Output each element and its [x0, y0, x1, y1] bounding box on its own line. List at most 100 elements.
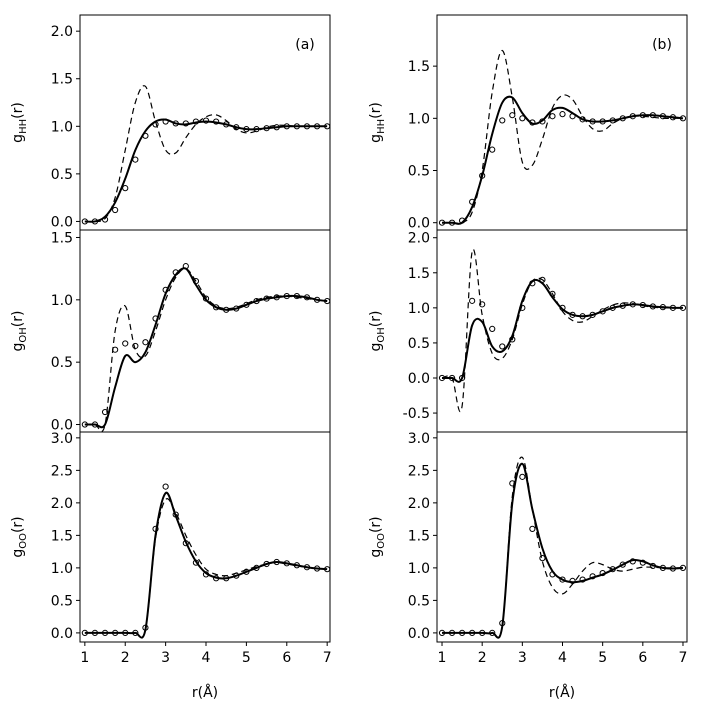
y-tick-label: 1.5 [51, 230, 73, 246]
data-line [442, 456, 683, 639]
y-label-main: g [368, 549, 384, 558]
data-point [639, 559, 646, 566]
data-point [81, 218, 88, 225]
data-point [469, 629, 476, 636]
y-label-main: g [10, 549, 26, 558]
data-point [499, 343, 506, 350]
y-axis-label: gOO(r) [10, 516, 29, 557]
y-tick-label: 2.5 [408, 463, 430, 479]
data-point [609, 117, 616, 124]
y-tick-label: 0.5 [51, 355, 73, 371]
y-tick-label: 3.0 [408, 431, 430, 447]
x-tick-label: 6 [282, 650, 291, 666]
data-point [479, 301, 486, 308]
plot-frame [436, 14, 688, 231]
data-point [172, 120, 179, 127]
y-tick-label: 1.0 [51, 119, 73, 135]
data-point [243, 301, 250, 308]
data-point [569, 311, 576, 318]
data-point [659, 113, 667, 120]
data-point [122, 629, 129, 636]
x-tick-label: 1 [80, 650, 89, 666]
data-point [202, 571, 210, 578]
data-point [599, 569, 606, 577]
data-point [539, 555, 546, 562]
data-point [579, 313, 586, 320]
data-point [619, 115, 626, 122]
y-tick-label: 1.0 [51, 561, 73, 577]
y-label-tail: (r) [10, 516, 26, 533]
y-tick-label: 1.5 [408, 59, 430, 75]
data-line [84, 498, 328, 639]
data-point [283, 292, 290, 300]
data-point [649, 303, 656, 310]
y-tick-label: 2.0 [408, 496, 430, 512]
y-tick-label: 1.5 [51, 528, 73, 544]
data-point [539, 118, 546, 125]
data-point [589, 118, 596, 125]
data-point [162, 286, 169, 293]
data-point [132, 342, 139, 350]
data-point [313, 296, 321, 303]
data-point [223, 575, 230, 582]
data-point [489, 629, 496, 636]
data-point [559, 111, 566, 118]
data-point [182, 120, 189, 127]
y-label-tail: (r) [10, 102, 26, 119]
data-point [112, 629, 119, 636]
data-point [619, 561, 626, 568]
data-point [192, 559, 200, 566]
data-point [223, 121, 230, 128]
data-point [519, 473, 526, 480]
data-point [253, 297, 260, 305]
y-tick-label: 0.5 [408, 336, 430, 352]
y-label-subscript: OO [376, 533, 387, 549]
y-tick-label: 1.0 [408, 111, 430, 127]
data-point [519, 304, 526, 311]
y-axis-label: gHH(r) [10, 102, 29, 143]
y-tick-label: 1.0 [408, 561, 430, 577]
data-point [639, 301, 646, 309]
data-point [101, 629, 109, 636]
data-point [152, 121, 159, 128]
data-line [442, 95, 684, 225]
data-point [479, 629, 486, 636]
data-point [91, 629, 99, 636]
y-tick-label: 0.5 [51, 167, 73, 183]
data-point [529, 280, 536, 287]
x-tick-label: 6 [638, 650, 647, 666]
y-axis-label: gOH(r) [368, 311, 387, 352]
data-point [549, 571, 556, 578]
data-point [499, 117, 506, 124]
y-label-tail: (r) [368, 311, 384, 328]
x-tick-label: 5 [242, 650, 251, 666]
data-point [599, 118, 606, 125]
data-point [81, 421, 88, 428]
data-point [182, 540, 189, 547]
data-point [549, 290, 556, 297]
data-point [479, 172, 486, 179]
y-label-subscript: HH [376, 119, 387, 134]
data-point [122, 340, 129, 347]
data-point [649, 112, 656, 119]
data-point [539, 276, 546, 283]
data-point [589, 311, 596, 318]
data-point [263, 295, 270, 302]
panel-label: (b) [652, 37, 672, 53]
x-tick-label: 4 [202, 650, 211, 666]
data-point [438, 629, 446, 636]
x-tick-label: 7 [323, 650, 332, 666]
data-point [142, 624, 149, 631]
data-point [263, 125, 270, 132]
y-tick-label: 1.5 [408, 266, 430, 282]
y-tick-label: 0.0 [51, 214, 73, 230]
data-point [303, 123, 311, 130]
data-point [283, 560, 290, 567]
data-point [679, 564, 687, 571]
data-point [609, 304, 616, 311]
data-point [202, 117, 210, 124]
y-tick-label: 0.5 [408, 593, 430, 609]
data-point [91, 421, 99, 428]
y-label-tail: (r) [368, 102, 384, 119]
